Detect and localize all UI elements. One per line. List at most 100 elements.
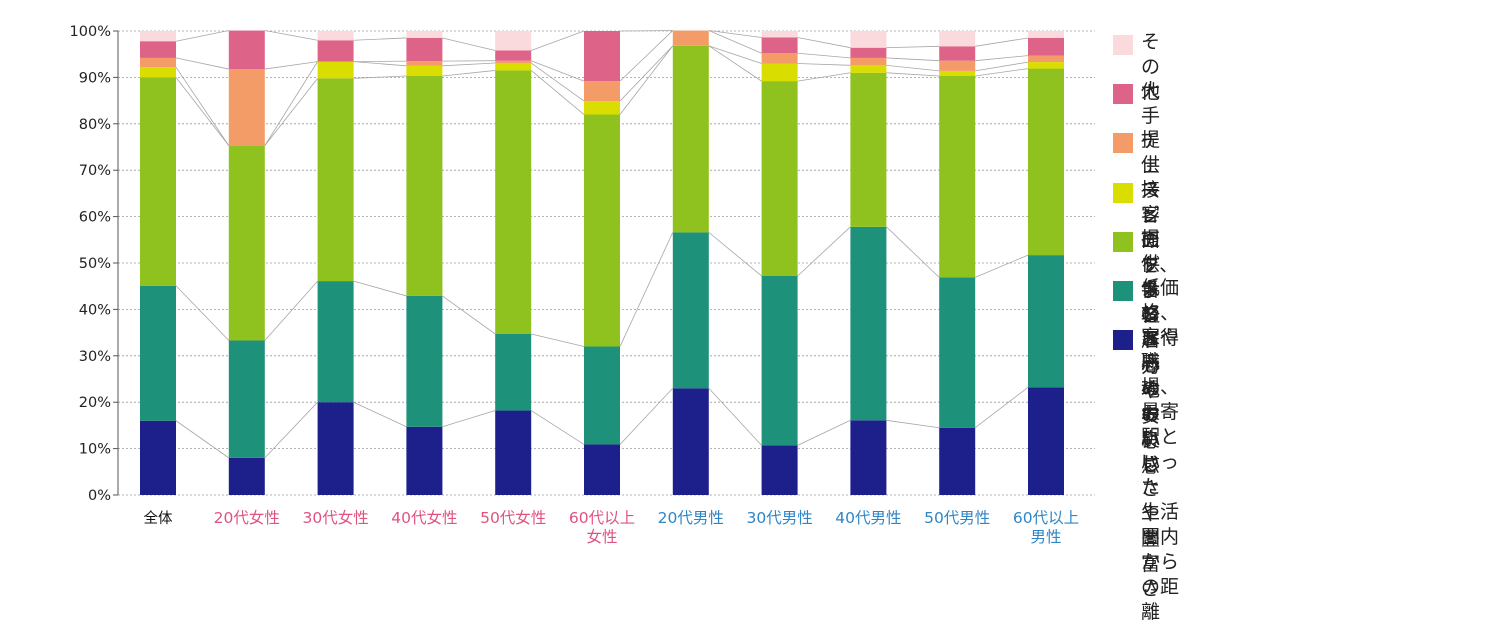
bar-segment (1028, 38, 1064, 56)
bar-segment (1028, 62, 1064, 68)
connector-line (442, 63, 495, 66)
legend-swatch (1113, 330, 1133, 350)
bar-segment (673, 31, 709, 46)
bar-segment (229, 31, 265, 70)
connector-line (354, 281, 407, 296)
connector-line (354, 402, 407, 427)
y-tick-label: 10% (79, 442, 111, 458)
bar-segment (318, 62, 354, 79)
bar-segment (939, 76, 975, 277)
connector-line (354, 62, 407, 66)
y-tick-label: 100% (70, 24, 111, 40)
bar-segment (495, 63, 531, 70)
bar-segment (140, 31, 176, 41)
bar-segment (1028, 31, 1064, 38)
bar-segment (1028, 56, 1064, 62)
x-tick-label: 50代男性 (924, 509, 990, 527)
connector-line (709, 46, 762, 64)
bar-segment (1028, 387, 1064, 495)
bar-segment (229, 458, 265, 495)
bar-segment (495, 31, 531, 50)
bar-segment (229, 69, 265, 146)
bar-segment (318, 78, 354, 281)
connector-line (265, 62, 318, 146)
y-tick-label: 30% (79, 349, 111, 365)
legend-swatch (1113, 183, 1133, 203)
bar-segment (584, 81, 620, 101)
bar-segment (495, 61, 531, 63)
connector-line (531, 63, 584, 101)
x-tick-label: 30代女性 (302, 508, 368, 527)
connector-line (176, 31, 229, 42)
legend-swatch (1113, 35, 1133, 55)
bar-segment (495, 334, 531, 411)
bar-segment (406, 427, 442, 495)
connector-line (886, 227, 939, 278)
bar-segment (939, 71, 975, 76)
connector-line (531, 70, 584, 114)
bar-segment (584, 31, 620, 81)
bar-segment (1028, 69, 1064, 256)
connector-line (265, 78, 318, 145)
y-tick-label: 40% (79, 302, 111, 318)
bar-segment (140, 67, 176, 77)
connector-line (798, 73, 851, 81)
bar-segment (939, 46, 975, 60)
connector-line (620, 388, 673, 444)
connector-line (709, 46, 762, 81)
bar-segment (762, 445, 798, 495)
connector-line (886, 73, 939, 76)
bar-segment (939, 61, 975, 71)
connector-line (798, 227, 851, 276)
y-tick-label: 20% (79, 395, 111, 411)
x-tick-label: 60代以上男性 (1013, 509, 1079, 546)
y-tick-label: 0% (88, 488, 111, 504)
legend-swatch (1113, 281, 1133, 301)
connector-line (886, 58, 939, 61)
bar-segment (850, 48, 886, 58)
x-tick-label: 20代男性 (658, 509, 724, 527)
bar-segment (140, 421, 176, 495)
bar-segment (229, 340, 265, 457)
bar-segment (406, 296, 442, 427)
connector-line (442, 38, 495, 51)
connector-line (975, 255, 1028, 277)
connector-line (798, 37, 851, 47)
connector-line (176, 77, 229, 145)
y-tick-label: 70% (79, 163, 111, 179)
y-axis: 0%10%20%30%40%50%60%70%80%90%100% (70, 24, 118, 504)
connector-line (798, 53, 851, 58)
bar-segment (495, 50, 531, 60)
bar-segment (762, 37, 798, 53)
x-tick-label: 30代男性 (746, 509, 812, 527)
connector-line (886, 420, 939, 427)
bar-segment (673, 232, 709, 388)
x-tick-label: 20代女性 (214, 508, 280, 527)
connector-line (975, 56, 1028, 61)
y-tick-label: 50% (79, 256, 111, 272)
bar-segment (762, 81, 798, 276)
bar-segment (762, 63, 798, 81)
bar-segment (140, 41, 176, 58)
connector-line (265, 62, 318, 69)
bar-segment (939, 31, 975, 46)
legend-swatch (1113, 232, 1133, 252)
connector-line (176, 67, 229, 145)
bar-segment (850, 58, 886, 65)
bar-segment (495, 70, 531, 334)
y-tick-label: 60% (79, 210, 111, 226)
connector-line (531, 334, 584, 347)
bar-segment (1028, 255, 1064, 387)
x-tick-label: 40代女性 (391, 508, 457, 527)
bar-segment (850, 420, 886, 495)
bar-segment (406, 31, 442, 38)
bar-segment (140, 77, 176, 285)
x-tick-label: 60代以上女性 (569, 509, 635, 546)
connector-line (531, 411, 584, 445)
bar-segment (762, 31, 798, 37)
y-tick-label: 80% (79, 117, 111, 133)
x-tick-label: 全体 (144, 509, 173, 527)
bar-segment (850, 31, 886, 48)
connector-line (798, 420, 851, 445)
bar-segment (318, 281, 354, 402)
